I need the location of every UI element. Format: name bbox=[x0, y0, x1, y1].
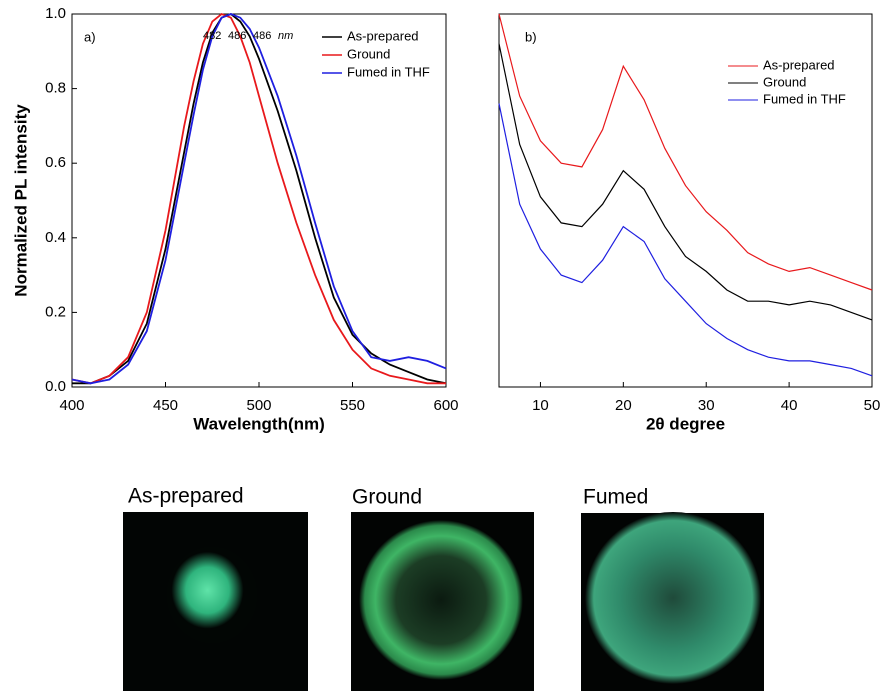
y-tick-label: 1.0 bbox=[45, 5, 66, 22]
y-tick-label: 0.0 bbox=[45, 378, 66, 395]
x-tick-label: 20 bbox=[615, 397, 632, 414]
peak-annotation: 486 bbox=[228, 30, 246, 42]
y-tick-label: 0.2 bbox=[45, 303, 66, 320]
peak-annotation: 486 bbox=[253, 30, 271, 42]
series-line bbox=[72, 12, 447, 385]
x-tick-label: 30 bbox=[698, 397, 715, 414]
x-tick-label: 400 bbox=[59, 397, 84, 414]
photo-sample bbox=[585, 512, 761, 684]
x-tick-label: 40 bbox=[781, 397, 798, 414]
panel-label: a) bbox=[84, 29, 96, 44]
x-tick-label: 50 bbox=[864, 397, 881, 414]
y-tick-label: 0.8 bbox=[45, 80, 66, 97]
legend-label: Ground bbox=[763, 74, 806, 89]
photo-caption: As-prepared bbox=[128, 485, 244, 508]
series-line bbox=[498, 103, 873, 377]
photo-caption: Fumed bbox=[583, 486, 648, 509]
legend-label: Ground bbox=[347, 46, 390, 61]
y-tick-label: 0.4 bbox=[45, 229, 66, 246]
x-tick-label: 550 bbox=[340, 397, 365, 414]
plot-frame bbox=[498, 13, 873, 388]
legend-label: Fumed in THF bbox=[763, 91, 846, 106]
x-tick-label: 10 bbox=[532, 397, 549, 414]
series-line bbox=[498, 13, 873, 291]
series-line bbox=[71, 12, 446, 385]
photo-sample bbox=[359, 520, 523, 680]
x-tick-label: 450 bbox=[153, 397, 178, 414]
legend-label: Fumed in THF bbox=[347, 64, 430, 79]
x-tick-label: 500 bbox=[246, 397, 271, 414]
legend-label: As-prepared bbox=[347, 28, 419, 43]
legend-label: As-prepared bbox=[763, 57, 835, 72]
peak-annotation: nm bbox=[278, 30, 293, 42]
peak-annotation: 482 bbox=[203, 30, 221, 42]
x-tick-label: 600 bbox=[433, 397, 458, 414]
photo-caption: Ground bbox=[352, 486, 422, 509]
y-tick-label: 0.6 bbox=[45, 154, 66, 171]
x-axis-title: 2θ degree bbox=[646, 414, 725, 433]
series-line bbox=[498, 43, 873, 321]
y-axis-title: Normalized PL intensity bbox=[11, 104, 30, 297]
panel-label: b) bbox=[525, 29, 537, 44]
photo-sample bbox=[167, 547, 257, 643]
series-line bbox=[71, 13, 447, 385]
x-axis-title: Wavelength(nm) bbox=[193, 414, 325, 433]
